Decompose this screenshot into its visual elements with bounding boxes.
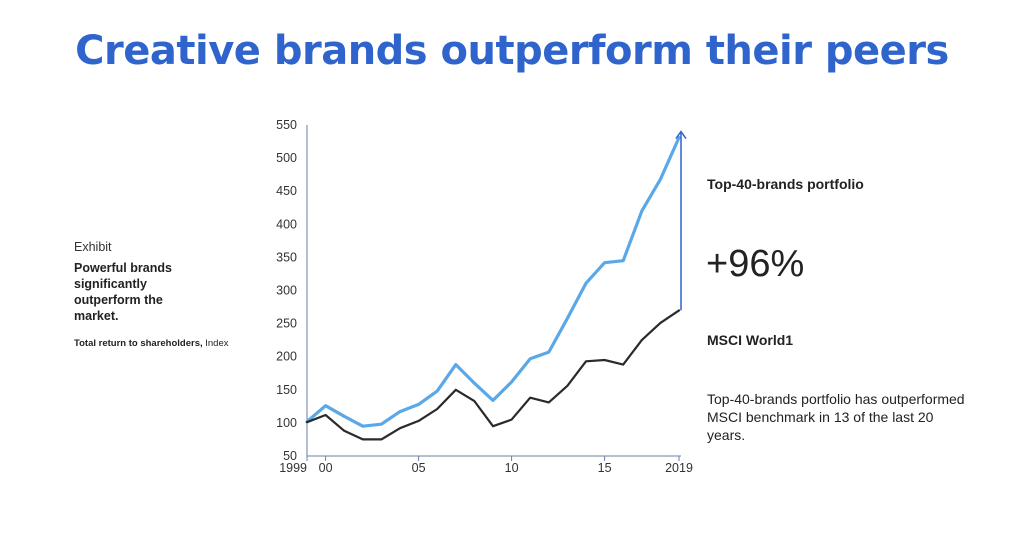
chart-axes	[307, 125, 681, 457]
y-tick-label: 300	[276, 284, 297, 298]
y-tick-label: 350	[276, 250, 297, 264]
x-tick-label: 2019	[665, 461, 693, 475]
top40-portfolio-label: Top-40-brands portfolio	[707, 176, 864, 192]
y-tick-label: 100	[276, 416, 297, 430]
x-tick-label: 10	[505, 461, 519, 475]
y-tick-label: 200	[276, 350, 297, 364]
y-tick-label: 500	[276, 151, 297, 165]
x-tick-label: 1999	[279, 461, 307, 475]
x-tick-label: 05	[412, 461, 426, 475]
chart-series	[307, 138, 679, 440]
delta-value: +96%	[706, 243, 804, 286]
y-tick-label: 550	[276, 118, 297, 132]
x-tick-label: 15	[598, 461, 612, 475]
y-tick-label: 400	[276, 217, 297, 231]
y-tick-label: 450	[276, 184, 297, 198]
outperformance-note: Top-40-brands portfolio has outperformed…	[707, 390, 967, 444]
x-tick-label: 00	[319, 461, 333, 475]
y-tick-label: 250	[276, 317, 297, 331]
delta-arrow	[676, 132, 686, 311]
y-tick-label: 150	[276, 383, 297, 397]
msci-world-label: MSCI World1	[707, 332, 793, 348]
series-line-msci	[307, 310, 679, 439]
series-line-top40	[307, 138, 679, 427]
